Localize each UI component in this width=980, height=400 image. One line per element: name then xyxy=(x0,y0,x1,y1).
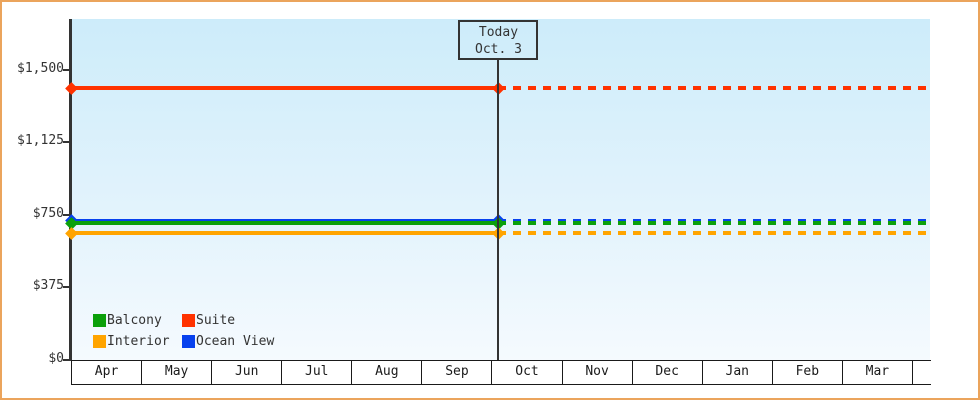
legend-label: Ocean View xyxy=(196,334,275,349)
y-axis-tick xyxy=(63,141,70,144)
legend-swatch-balcony xyxy=(93,314,106,327)
month-cell-oct: Oct xyxy=(492,361,563,384)
y-axis-label: $1,125 xyxy=(17,133,64,149)
month-cell-aug: Aug xyxy=(352,361,423,384)
y-axis-label: $0 xyxy=(48,350,64,366)
legend-swatch-interior xyxy=(93,335,106,348)
y-axis-tick xyxy=(63,358,70,361)
y-axis-line xyxy=(69,19,72,361)
month-cell-stub xyxy=(913,361,932,384)
y-axis-tick xyxy=(63,286,70,289)
month-cell-jul: Jul xyxy=(282,361,353,384)
price-line-forecast-balcony xyxy=(498,221,930,226)
legend-label: Balcony xyxy=(107,313,162,328)
y-axis-label: $375 xyxy=(32,278,64,294)
legend: Balcony Suite Interior Ocean View xyxy=(93,310,274,352)
month-axis: Apr May Jun Jul Aug Sep Oct Nov Dec Jan Feb Mar xyxy=(71,360,931,385)
month-cell-dec: Dec xyxy=(633,361,703,384)
month-cell-sep: Sep xyxy=(422,361,493,384)
month-cell-nov: Nov xyxy=(563,361,633,384)
y-axis-tick xyxy=(63,69,70,71)
today-label: Today xyxy=(478,25,519,40)
month-cell-jun: Jun xyxy=(212,361,283,384)
price-line-forecast-interior xyxy=(498,231,930,236)
legend-row: Interior Ocean View xyxy=(93,331,274,352)
price-line-forecast-suite xyxy=(498,86,930,91)
month-cell-feb: Feb xyxy=(773,361,843,384)
month-cell-jan: Jan xyxy=(703,361,773,384)
legend-swatch-ocean-view xyxy=(182,335,195,348)
legend-label: Interior xyxy=(107,334,170,349)
today-date: Oct. 3 xyxy=(475,42,522,57)
legend-item-ocean-view: Ocean View xyxy=(182,334,274,349)
month-cell-apr: Apr xyxy=(72,361,143,384)
plot-area xyxy=(71,19,930,360)
legend-item-balcony: Balcony xyxy=(93,313,182,328)
price-line-ocean-view xyxy=(71,218,499,223)
price-line-suite xyxy=(71,86,499,91)
month-cell-may: May xyxy=(142,361,213,384)
legend-item-suite: Suite xyxy=(182,313,235,328)
legend-label: Suite xyxy=(196,313,236,328)
legend-item-interior: Interior xyxy=(93,334,182,349)
today-annotation: Today Oct. 3 xyxy=(458,20,539,60)
today-line xyxy=(497,58,500,360)
y-axis-label: $1,500 xyxy=(17,61,64,76)
legend-row: Balcony Suite xyxy=(93,310,274,331)
legend-swatch-suite xyxy=(182,314,195,327)
y-axis-tick xyxy=(63,213,70,216)
month-cell-mar: Mar xyxy=(843,361,913,384)
price-line-forecast-ocean-view xyxy=(498,218,930,223)
y-axis-label: $750 xyxy=(32,205,64,221)
price-line-balcony xyxy=(71,221,499,226)
price-line-interior xyxy=(71,231,499,236)
